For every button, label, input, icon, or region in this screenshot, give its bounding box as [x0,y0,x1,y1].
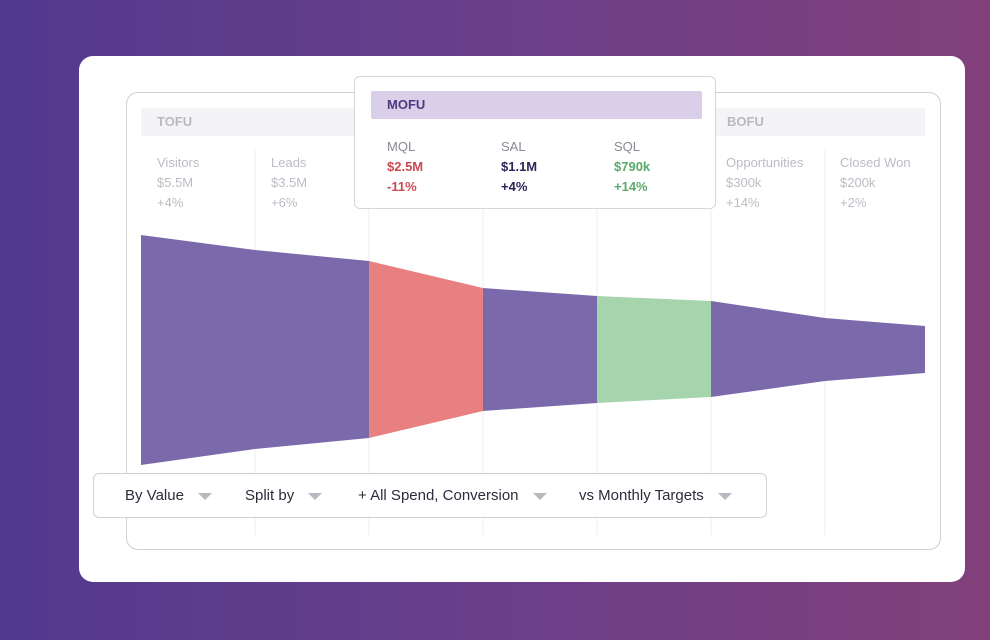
stage-column: Opportunities $300k +14% [726,153,803,213]
stage-name: Visitors [157,155,200,170]
stage-change: -11% [387,179,417,194]
dropdown[interactable]: By Value [125,487,212,504]
dropdown[interactable]: Split by [245,487,323,504]
toolbar: By Value Split by + All Spend, Conversio… [93,473,767,518]
stage-change: +4% [501,179,528,194]
tooltip-stage: SAL $1.1M +4% [501,137,537,197]
group-header: TOFU [141,108,355,136]
dropdown[interactable]: + All Spend, Conversion [358,487,547,504]
stage-value: $5.5M [157,175,194,190]
stage-change: +6% [271,195,298,210]
stage-value: $2.5M [387,159,424,174]
stage-name: Closed Won [840,155,911,170]
dropdown-arrow [308,492,323,500]
stage-column: Visitors $5.5M +4% [157,153,199,213]
dropdown-arrow [717,492,732,500]
stage-change: +4% [157,195,184,210]
stage-name: Opportunities [726,155,804,170]
stage-name: MQL [387,139,416,154]
stage-name: Leads [271,155,307,170]
stage-change: +14% [726,195,760,210]
tooltip-stage: MQL $2.5M -11% [387,137,423,197]
stage-column: Closed Won $200k +2% [840,153,911,213]
funnel-segment [483,288,597,411]
stage-name: SQL [614,139,641,154]
tooltip-header: MOFU [371,91,702,119]
dropdown-label: Split by [245,487,295,504]
stage-value: $300k [726,175,762,190]
dropdown-label: vs Monthly Targets [579,487,704,504]
stage-value: $200k [840,175,876,190]
stage-name: SAL [501,139,526,154]
dropdown-label: + All Spend, Conversion [358,487,519,504]
group-header: BOFU [711,108,925,136]
funnel-segment [141,235,369,465]
funnel-segment [711,301,925,397]
stage-change: +2% [840,195,867,210]
stage-change: +14% [614,179,648,194]
dropdown[interactable]: vs Monthly Targets [579,487,732,504]
stage-value: $1.1M [501,159,538,174]
stage-column: Leads $3.5M +6% [271,153,307,213]
dropdown-arrow [532,492,547,500]
stage-value: $790k [614,159,651,174]
funnel-segment [597,296,711,403]
stage-value: $3.5M [271,175,308,190]
tooltip-stage: SQL $790k +14% [614,137,650,197]
funnel-segment [369,261,483,438]
dropdown-arrow [197,492,212,500]
tooltip: MOFU MQL $2.5M -11% SAL $1.1M +4% SQL $7… [354,76,716,209]
dropdown-label: By Value [125,487,184,504]
